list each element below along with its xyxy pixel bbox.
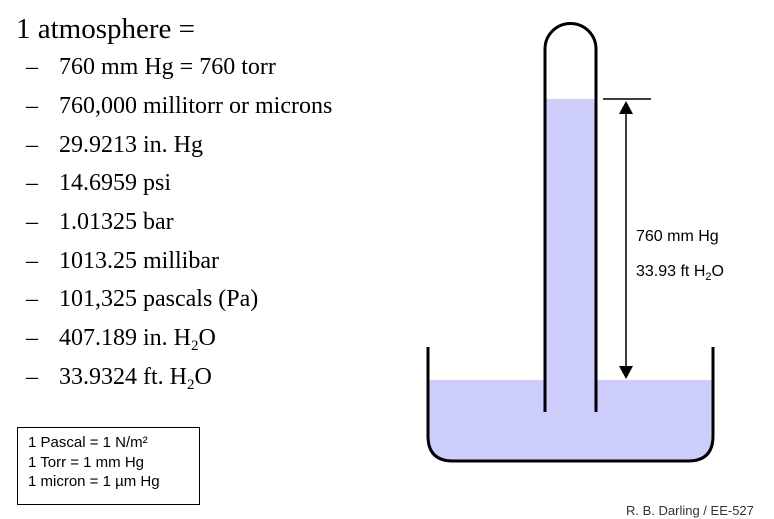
conversion-value: 1013.25 millibar bbox=[59, 248, 219, 274]
bullet-dash: – bbox=[26, 54, 38, 80]
definition-pascal: 1 Pascal = 1 N/m² bbox=[28, 434, 148, 451]
definition-torr: 1 Torr = 1 mm Hg bbox=[28, 453, 145, 471]
height-label-mmhg: 760 mm Hg bbox=[636, 228, 719, 245]
definitions-box: 1 Pascal = 1 N/m² 1 Torr = 1 mm Hg 1 mic… bbox=[17, 427, 200, 505]
bullet-dash: – bbox=[26, 286, 38, 312]
conversion-value: 760 mm Hg = 760 torr bbox=[59, 54, 276, 80]
barometer-tube-outline bbox=[543, 22, 598, 412]
arrowhead-down bbox=[619, 366, 633, 379]
conversion-value: 760,000 millitorr or microns bbox=[59, 93, 333, 119]
arrowhead-up bbox=[619, 101, 633, 114]
bullet-dash: – bbox=[26, 209, 38, 235]
height-label-water: 33.93 ft H2O bbox=[636, 263, 724, 283]
bullet-dash: – bbox=[26, 132, 38, 158]
conversion-value: 14.6959 psi bbox=[59, 170, 172, 196]
author-credit: R. B. Darling / EE-527 bbox=[626, 503, 754, 518]
conversion-value: 407.189 in. H2O bbox=[59, 325, 216, 354]
bullet-dash: – bbox=[26, 93, 38, 119]
conversion-value: 33.9324 ft. H2O bbox=[59, 364, 212, 393]
page-title: 1 atmosphere = bbox=[16, 13, 196, 45]
definition-micron: 1 micron = 1 µm Hg bbox=[28, 473, 160, 490]
bullet-dash: – bbox=[26, 170, 38, 196]
conversion-value: 101,325 pascals (Pa) bbox=[59, 286, 259, 312]
reservoir-outline bbox=[426, 347, 715, 463]
bullet-dash: – bbox=[26, 325, 38, 351]
bullet-dash: – bbox=[26, 364, 38, 390]
reservoir-liquid bbox=[428, 380, 713, 461]
conversion-value: 1.01325 bar bbox=[59, 209, 174, 235]
conversion-value: 29.9213 in. Hg bbox=[59, 132, 203, 158]
bullet-dash: – bbox=[26, 248, 38, 274]
tube-liquid-column bbox=[545, 99, 596, 381]
